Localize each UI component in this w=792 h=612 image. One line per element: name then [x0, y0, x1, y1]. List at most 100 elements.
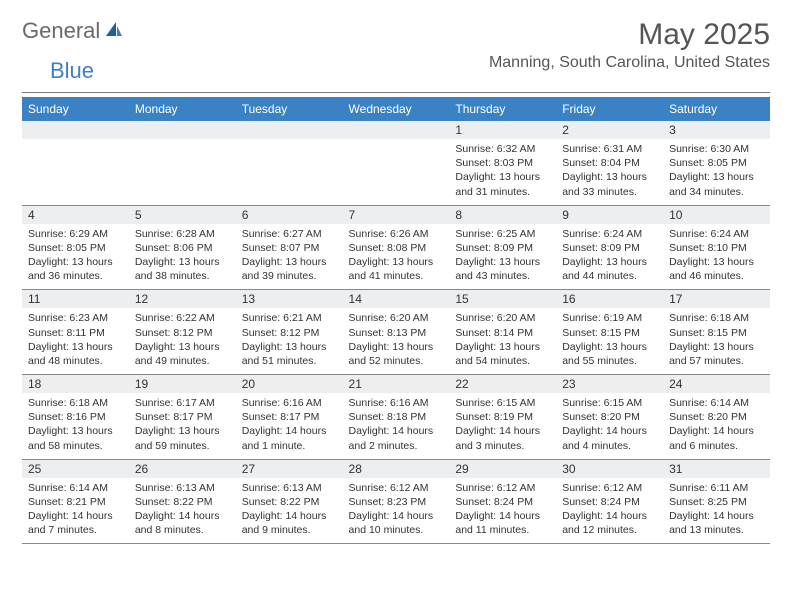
- daylight-text: Daylight: 14 hours and 12 minutes.: [562, 509, 657, 537]
- day-detail-cell: Sunrise: 6:14 AMSunset: 8:20 PMDaylight:…: [663, 393, 770, 459]
- weekday-header: Saturday: [663, 97, 770, 121]
- day-number-cell: 9: [556, 205, 663, 224]
- sunset-text: Sunset: 8:20 PM: [562, 410, 657, 424]
- day-detail-cell: [22, 139, 129, 205]
- sunset-text: Sunset: 8:07 PM: [242, 241, 337, 255]
- sunrise-text: Sunrise: 6:29 AM: [28, 227, 123, 241]
- daylight-text: Daylight: 14 hours and 9 minutes.: [242, 509, 337, 537]
- daylight-text: Daylight: 14 hours and 10 minutes.: [349, 509, 444, 537]
- sunset-text: Sunset: 8:22 PM: [242, 495, 337, 509]
- sunrise-text: Sunrise: 6:17 AM: [135, 396, 230, 410]
- day-detail-cell: Sunrise: 6:29 AMSunset: 8:05 PMDaylight:…: [22, 224, 129, 290]
- day-detail-cell: Sunrise: 6:11 AMSunset: 8:25 PMDaylight:…: [663, 478, 770, 544]
- weekday-header-row: SundayMondayTuesdayWednesdayThursdayFrid…: [22, 97, 770, 121]
- day-detail-cell: Sunrise: 6:13 AMSunset: 8:22 PMDaylight:…: [129, 478, 236, 544]
- day-number-cell: 5: [129, 205, 236, 224]
- weekday-header: Monday: [129, 97, 236, 121]
- sunset-text: Sunset: 8:21 PM: [28, 495, 123, 509]
- sunrise-text: Sunrise: 6:23 AM: [28, 311, 123, 325]
- day-number-cell: 28: [343, 459, 450, 478]
- day-detail-cell: Sunrise: 6:20 AMSunset: 8:14 PMDaylight:…: [449, 308, 556, 374]
- sunrise-text: Sunrise: 6:21 AM: [242, 311, 337, 325]
- day-number-cell: 19: [129, 375, 236, 394]
- day-detail-cell: Sunrise: 6:21 AMSunset: 8:12 PMDaylight:…: [236, 308, 343, 374]
- sunrise-text: Sunrise: 6:32 AM: [455, 142, 550, 156]
- daylight-text: Daylight: 13 hours and 36 minutes.: [28, 255, 123, 283]
- sunset-text: Sunset: 8:19 PM: [455, 410, 550, 424]
- day-number-cell: 6: [236, 205, 343, 224]
- sunrise-text: Sunrise: 6:12 AM: [562, 481, 657, 495]
- sunset-text: Sunset: 8:06 PM: [135, 241, 230, 255]
- daylight-text: Daylight: 13 hours and 44 minutes.: [562, 255, 657, 283]
- sunrise-text: Sunrise: 6:12 AM: [455, 481, 550, 495]
- sunrise-text: Sunrise: 6:20 AM: [349, 311, 444, 325]
- day-detail-cell: Sunrise: 6:12 AMSunset: 8:24 PMDaylight:…: [449, 478, 556, 544]
- daylight-text: Daylight: 13 hours and 59 minutes.: [135, 424, 230, 452]
- daylight-text: Daylight: 13 hours and 34 minutes.: [669, 170, 764, 198]
- daylight-text: Daylight: 14 hours and 13 minutes.: [669, 509, 764, 537]
- day-number-row: 18192021222324: [22, 375, 770, 394]
- sunset-text: Sunset: 8:08 PM: [349, 241, 444, 255]
- sunrise-text: Sunrise: 6:13 AM: [135, 481, 230, 495]
- day-number-cell: [236, 121, 343, 139]
- daylight-text: Daylight: 13 hours and 39 minutes.: [242, 255, 337, 283]
- day-detail-cell: [236, 139, 343, 205]
- day-number-cell: 3: [663, 121, 770, 139]
- location-text: Manning, South Carolina, United States: [489, 54, 770, 72]
- day-detail-cell: Sunrise: 6:12 AMSunset: 8:23 PMDaylight:…: [343, 478, 450, 544]
- day-detail-cell: Sunrise: 6:24 AMSunset: 8:10 PMDaylight:…: [663, 224, 770, 290]
- day-detail-cell: Sunrise: 6:19 AMSunset: 8:15 PMDaylight:…: [556, 308, 663, 374]
- sunrise-text: Sunrise: 6:16 AM: [349, 396, 444, 410]
- day-number-cell: 21: [343, 375, 450, 394]
- calendar-table: SundayMondayTuesdayWednesdayThursdayFrid…: [22, 97, 770, 544]
- sunset-text: Sunset: 8:05 PM: [669, 156, 764, 170]
- day-detail-cell: Sunrise: 6:18 AMSunset: 8:16 PMDaylight:…: [22, 393, 129, 459]
- sunset-text: Sunset: 8:11 PM: [28, 326, 123, 340]
- day-detail-row: Sunrise: 6:23 AMSunset: 8:11 PM Daylight:…: [22, 308, 770, 374]
- day-number-cell: 15: [449, 290, 556, 309]
- day-detail-cell: Sunrise: 6:12 AMSunset: 8:24 PMDaylight:…: [556, 478, 663, 544]
- sunrise-text: Sunrise: 6:24 AM: [669, 227, 764, 241]
- day-detail-cell: Sunrise: 6:24 AMSunset: 8:09 PMDaylight:…: [556, 224, 663, 290]
- day-number-cell: 24: [663, 375, 770, 394]
- day-number-cell: 7: [343, 205, 450, 224]
- weekday-header: Tuesday: [236, 97, 343, 121]
- sunrise-text: Sunrise: 6:14 AM: [28, 481, 123, 495]
- daylight-text: Daylight: 13 hours and 43 minutes.: [455, 255, 550, 283]
- daylight-text: Daylight: 14 hours and 11 minutes.: [455, 509, 550, 537]
- day-number-cell: 1: [449, 121, 556, 139]
- sunset-text: Sunset: 8:16 PM: [28, 410, 123, 424]
- sunrise-text: Sunrise: 6:28 AM: [135, 227, 230, 241]
- day-detail-cell: Sunrise: 6:25 AMSunset: 8:09 PMDaylight:…: [449, 224, 556, 290]
- day-number-cell: 14: [343, 290, 450, 309]
- daylight-text: Daylight: 14 hours and 8 minutes.: [135, 509, 230, 537]
- weekday-header: Wednesday: [343, 97, 450, 121]
- day-detail-cell: Sunrise: 6:18 AMSunset: 8:15 PMDaylight:…: [663, 308, 770, 374]
- day-detail-cell: Sunrise: 6:28 AMSunset: 8:06 PMDaylight:…: [129, 224, 236, 290]
- sunrise-text: Sunrise: 6:27 AM: [242, 227, 337, 241]
- day-number-cell: 20: [236, 375, 343, 394]
- sunset-text: Sunset: 8:15 PM: [669, 326, 764, 340]
- day-detail-cell: Sunrise: 6:20 AMSunset: 8:13 PMDaylight:…: [343, 308, 450, 374]
- sunset-text: Sunset: 8:25 PM: [669, 495, 764, 509]
- daylight-text: Daylight: 13 hours and 54 minutes.: [455, 340, 550, 368]
- day-number-cell: 4: [22, 205, 129, 224]
- daylight-text: Daylight: 13 hours and 33 minutes.: [562, 170, 657, 198]
- day-number-cell: 12: [129, 290, 236, 309]
- day-detail-cell: Sunrise: 6:17 AMSunset: 8:17 PMDaylight:…: [129, 393, 236, 459]
- sunset-text: Sunset: 8:03 PM: [455, 156, 550, 170]
- sunrise-text: Sunrise: 6:24 AM: [562, 227, 657, 241]
- daylight-text: Daylight: 13 hours and 57 minutes.: [669, 340, 764, 368]
- sunrise-text: Sunrise: 6:15 AM: [455, 396, 550, 410]
- day-number-row: 25262728293031: [22, 459, 770, 478]
- day-detail-row: Sunrise: 6:29 AMSunset: 8:05 PMDaylight:…: [22, 224, 770, 290]
- day-number-cell: 23: [556, 375, 663, 394]
- sunset-text: Sunset: 8:20 PM: [669, 410, 764, 424]
- weekday-header: Thursday: [449, 97, 556, 121]
- sunrise-text: Sunrise: 6:15 AM: [562, 396, 657, 410]
- daylight-text: Daylight: 13 hours and 49 minutes.: [135, 340, 230, 368]
- daylight-text: Daylight: 13 hours and 46 minutes.: [669, 255, 764, 283]
- day-detail-row: Sunrise: 6:18 AMSunset: 8:16 PMDaylight:…: [22, 393, 770, 459]
- sunset-text: Sunset: 8:04 PM: [562, 156, 657, 170]
- sunrise-text: Sunrise: 6:12 AM: [349, 481, 444, 495]
